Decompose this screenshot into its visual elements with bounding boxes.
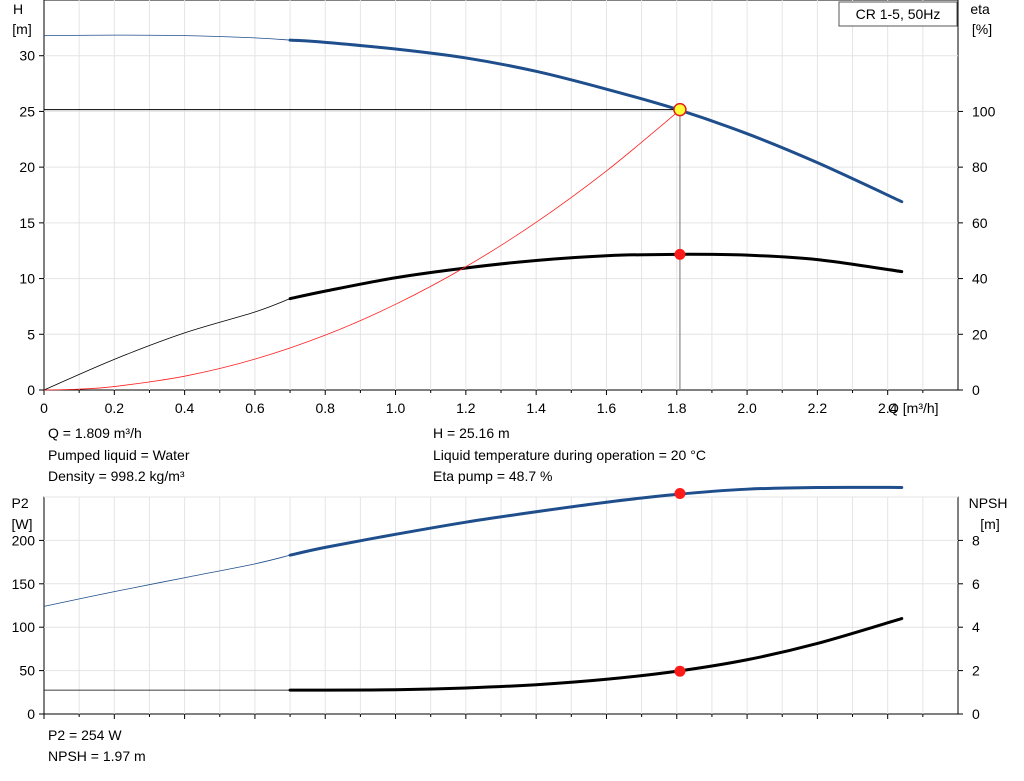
x-tick-label: 0.6 xyxy=(245,400,265,416)
x-tick-label: 1.8 xyxy=(667,400,687,416)
x-tick-label: 0.8 xyxy=(315,400,335,416)
x-tick-label: 2.4 xyxy=(878,400,898,416)
npsh-operating-marker xyxy=(674,665,686,677)
bottom-left-axis-label: P2 [W] xyxy=(11,495,32,532)
y-tick-label: 10 xyxy=(19,271,35,287)
top-series xyxy=(43,34,904,391)
npsh-curve xyxy=(288,617,904,692)
eta-curve-extrapolated xyxy=(43,298,291,391)
y-tick-label: 20 xyxy=(19,159,35,175)
top-operating-point xyxy=(44,102,687,390)
bottom-right-axis-label: NPSH [m] xyxy=(969,495,1012,532)
y-right-tick-label: 80 xyxy=(972,159,988,175)
y-tick-label: 0 xyxy=(27,382,35,398)
x-tick-label: 1.6 xyxy=(597,400,617,416)
bottom-operating-points xyxy=(674,488,686,677)
y-right-tick-label: 20 xyxy=(972,326,988,342)
y-right-tick-label: 0 xyxy=(972,382,980,398)
y-tick-label: 150 xyxy=(12,576,36,592)
y-right-tick-label: 6 xyxy=(972,576,980,592)
y-tick-label: 200 xyxy=(12,532,36,548)
annotation-head: H = 25.16 m xyxy=(433,425,510,441)
x-tick-label: 0.2 xyxy=(105,400,125,416)
p2-curve xyxy=(288,485,904,557)
eta-curve xyxy=(288,252,904,301)
top-right-axis-ticks: 0 20 40 60 80 100 xyxy=(958,103,996,398)
power-npsh-plot: 0 50 100 150 200 0 2 4 6 8 P2 [W] NPSH [m] P2 = … xyxy=(11,485,1012,764)
y-right-tick-label: 2 xyxy=(972,663,980,679)
p2-operating-marker xyxy=(674,488,686,500)
y-tick-label: 0 xyxy=(27,706,35,722)
y-tick-label: 100 xyxy=(12,619,36,635)
top-x-axis-ticks: 0 0.2 0.4 0.6 0.8 1.0 1.2 1.4 1.6 1.8 2.0 2.2 2.4 xyxy=(40,390,924,416)
y-right-tick-label: 0 xyxy=(972,706,980,722)
annotation-npsh: NPSH = 1.97 m xyxy=(48,748,146,764)
chart-title-box xyxy=(838,1,958,27)
duty-line-curve xyxy=(43,106,684,391)
bottom-right-axis-ticks: 0 2 4 6 8 xyxy=(958,532,980,722)
h-curve-extrapolated xyxy=(43,34,291,41)
bottom-left-axis-label-line1: P2 xyxy=(11,495,28,511)
top-right-axis-label: eta [%] xyxy=(970,1,993,37)
x-tick-label: 0.4 xyxy=(175,400,195,416)
annotation-temperature: Liquid temperature during operation = 20… xyxy=(433,447,706,463)
chart-title: CR 1-5, 50Hz xyxy=(856,6,941,22)
x-axis-label: Q [m³/h] xyxy=(888,400,939,416)
y-tick-label: 25 xyxy=(19,103,35,119)
annotation-eta: Eta pump = 48.7 % xyxy=(433,468,552,484)
y-right-tick-label: 4 xyxy=(972,619,980,635)
top-plot-grid xyxy=(44,0,958,390)
y-tick-label: 15 xyxy=(19,215,35,231)
x-tick-label: 0 xyxy=(40,400,48,416)
y-tick-label: 30 xyxy=(19,48,35,64)
annotation-liquid: Pumped liquid = Water xyxy=(48,447,190,463)
x-tick-label: 2.0 xyxy=(737,400,757,416)
head-efficiency-plot: 0 0.2 0.4 0.6 0.8 1.0 1.2 1.4 1.6 1.8 2.0 2.2 2.4 0 5… xyxy=(12,0,996,484)
bottom-series xyxy=(43,485,904,692)
x-tick-label: 1.2 xyxy=(456,400,476,416)
top-left-axis-label-line1: H xyxy=(13,1,23,17)
p2-curve-extrapolated xyxy=(43,554,291,607)
y-tick-label: 5 xyxy=(27,326,35,342)
x-tick-label: 2.2 xyxy=(808,400,828,416)
y-right-tick-label: 100 xyxy=(972,103,996,119)
top-right-axis-label-line1: eta xyxy=(970,1,990,17)
y-right-tick-label: 60 xyxy=(972,215,988,231)
x-tick-label: 1.4 xyxy=(526,400,546,416)
bottom-left-axis-label-line2: [W] xyxy=(12,516,33,532)
head-operating-marker xyxy=(673,102,687,117)
annotation-flow: Q = 1.809 m³/h xyxy=(48,425,142,441)
annotation-power: P2 = 254 W xyxy=(48,727,122,743)
h-curve xyxy=(288,38,904,204)
annotation-density: Density = 998.2 kg/m³ xyxy=(48,468,185,484)
top-right-axis-label-line2: [%] xyxy=(972,21,992,37)
x-tick-label: 1.0 xyxy=(386,400,406,416)
bottom-left-axis-ticks: 0 50 100 150 200 xyxy=(12,532,44,722)
y-right-tick-label: 40 xyxy=(972,271,988,287)
top-left-axis-ticks: 0 5 10 15 20 25 30 xyxy=(19,48,44,398)
bottom-plot-grid xyxy=(43,496,958,719)
bottom-right-axis-label-line2: [m] xyxy=(980,516,999,532)
eta-operating-marker xyxy=(674,248,686,260)
bottom-right-axis-label-line1: NPSH xyxy=(969,495,1008,511)
top-left-axis-label-line2: [m] xyxy=(12,21,31,37)
top-left-axis-label: H [m] xyxy=(12,1,31,37)
y-right-tick-label: 8 xyxy=(972,532,980,548)
y-tick-label: 50 xyxy=(19,663,35,679)
